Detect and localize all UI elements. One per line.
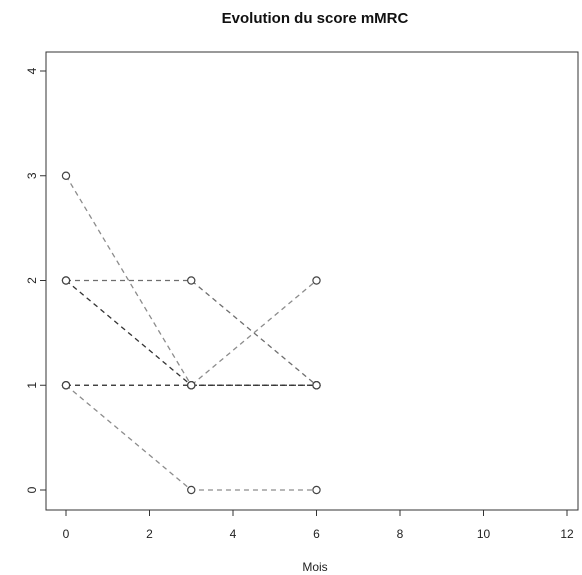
data-point (187, 381, 196, 390)
data-point (312, 381, 321, 390)
data-point (312, 276, 321, 285)
plot-frame (45, 51, 579, 511)
series-line-3 (66, 279, 317, 386)
x-tick-label: 10 (477, 527, 491, 541)
data-point (61, 171, 71, 180)
chart-title: Evolution du score mMRC (222, 10, 409, 27)
x-tick-label: 4 (230, 527, 237, 541)
x-axis: 0 2 4 6 8 10 12 (63, 509, 574, 541)
data-point (61, 276, 71, 285)
data-point (187, 485, 196, 495)
x-tick-label: 0 (63, 527, 70, 541)
x-tick-label: 2 (146, 527, 153, 541)
data-point (61, 381, 71, 390)
x-axis-title: Mois (302, 560, 327, 574)
y-tick-label: 1 (25, 382, 39, 389)
y-tick-label: 2 (25, 277, 39, 284)
data-point (187, 276, 196, 285)
series-points (61, 171, 321, 495)
data-point (312, 485, 321, 495)
y-tick-label: 3 (25, 172, 39, 179)
x-tick-label: 6 (313, 527, 320, 541)
x-tick-label: 8 (397, 527, 404, 541)
y-axis: 0 1 2 3 4 (25, 67, 47, 493)
x-tick-label: 12 (560, 527, 574, 541)
series-lines (65, 175, 317, 491)
series-line-5 (65, 384, 317, 491)
y-tick-label: 0 (25, 486, 39, 493)
series-line-2 (65, 280, 317, 386)
y-tick-label: 4 (25, 67, 39, 74)
series-line-4 (66, 280, 317, 386)
